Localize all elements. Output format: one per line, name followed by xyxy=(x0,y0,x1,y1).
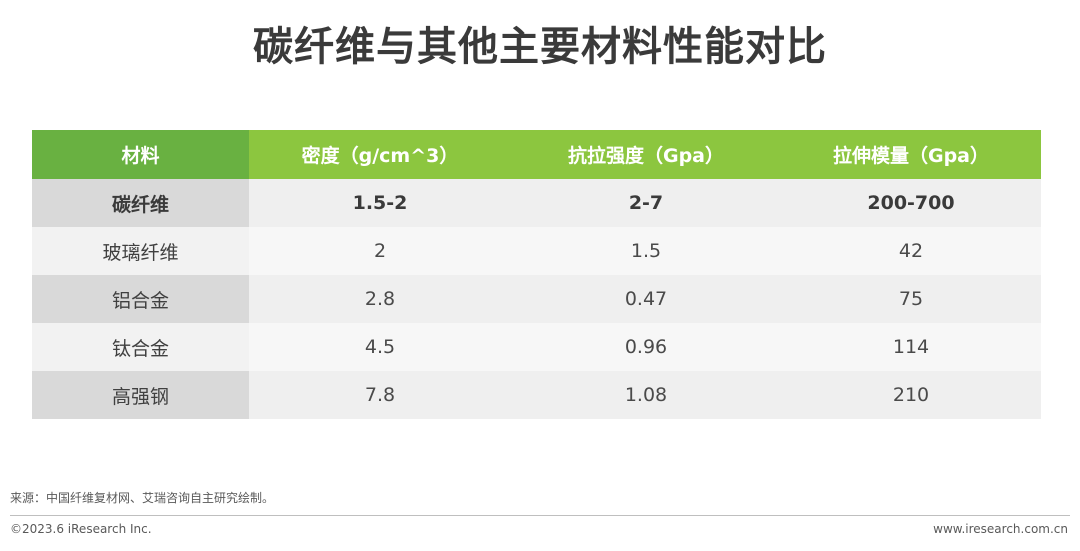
table-cell: 铝合金 xyxy=(32,275,249,323)
comparison-table: 材料 密度（g/cm^3） 抗拉强度（Gpa） 拉伸模量（Gpa） 碳纤维 1.… xyxy=(32,130,1041,419)
table-cell: 钛合金 xyxy=(32,323,249,371)
table-cell: 7.8 xyxy=(249,371,511,419)
table-row: 碳纤维 1.5-2 2-7 200-700 xyxy=(32,179,1041,227)
column-header-tensile-modulus: 拉伸模量（Gpa） xyxy=(781,130,1041,179)
table-row: 高强钢 7.8 1.08 210 xyxy=(32,371,1041,419)
table-cell: 2 xyxy=(249,227,511,275)
column-header-tensile-strength: 抗拉强度（Gpa） xyxy=(511,130,781,179)
table-cell: 114 xyxy=(781,323,1041,371)
table-cell: 0.47 xyxy=(511,275,781,323)
table-cell: 2.8 xyxy=(249,275,511,323)
table-cell: 0.96 xyxy=(511,323,781,371)
table-cell: 75 xyxy=(781,275,1041,323)
table-cell: 1.08 xyxy=(511,371,781,419)
website-link[interactable]: www.iresearch.com.cn xyxy=(933,522,1068,536)
source-note: 来源：中国纤维复材网、艾瑞咨询自主研究绘制。 xyxy=(10,491,275,505)
table-cell: 2-7 xyxy=(511,179,781,227)
column-header-density: 密度（g/cm^3） xyxy=(249,130,511,179)
table-cell: 42 xyxy=(781,227,1041,275)
table-header-row: 材料 密度（g/cm^3） 抗拉强度（Gpa） 拉伸模量（Gpa） xyxy=(32,130,1041,179)
column-header-material: 材料 xyxy=(32,130,249,179)
table-row: 铝合金 2.8 0.47 75 xyxy=(32,275,1041,323)
table-cell: 4.5 xyxy=(249,323,511,371)
table-cell: 200-700 xyxy=(781,179,1041,227)
table-cell: 高强钢 xyxy=(32,371,249,419)
table-cell: 1.5 xyxy=(511,227,781,275)
table-cell: 玻璃纤维 xyxy=(32,227,249,275)
page-title: 碳纤维与其他主要材料性能对比 xyxy=(253,24,827,70)
table-cell: 碳纤维 xyxy=(32,179,249,227)
table-row: 玻璃纤维 2 1.5 42 xyxy=(32,227,1041,275)
table-cell: 210 xyxy=(781,371,1041,419)
copyright-text: ©2023.6 iResearch Inc. xyxy=(10,522,152,536)
table-row: 钛合金 4.5 0.96 114 xyxy=(32,323,1041,371)
footer-divider xyxy=(10,515,1070,516)
table-cell: 1.5-2 xyxy=(249,179,511,227)
